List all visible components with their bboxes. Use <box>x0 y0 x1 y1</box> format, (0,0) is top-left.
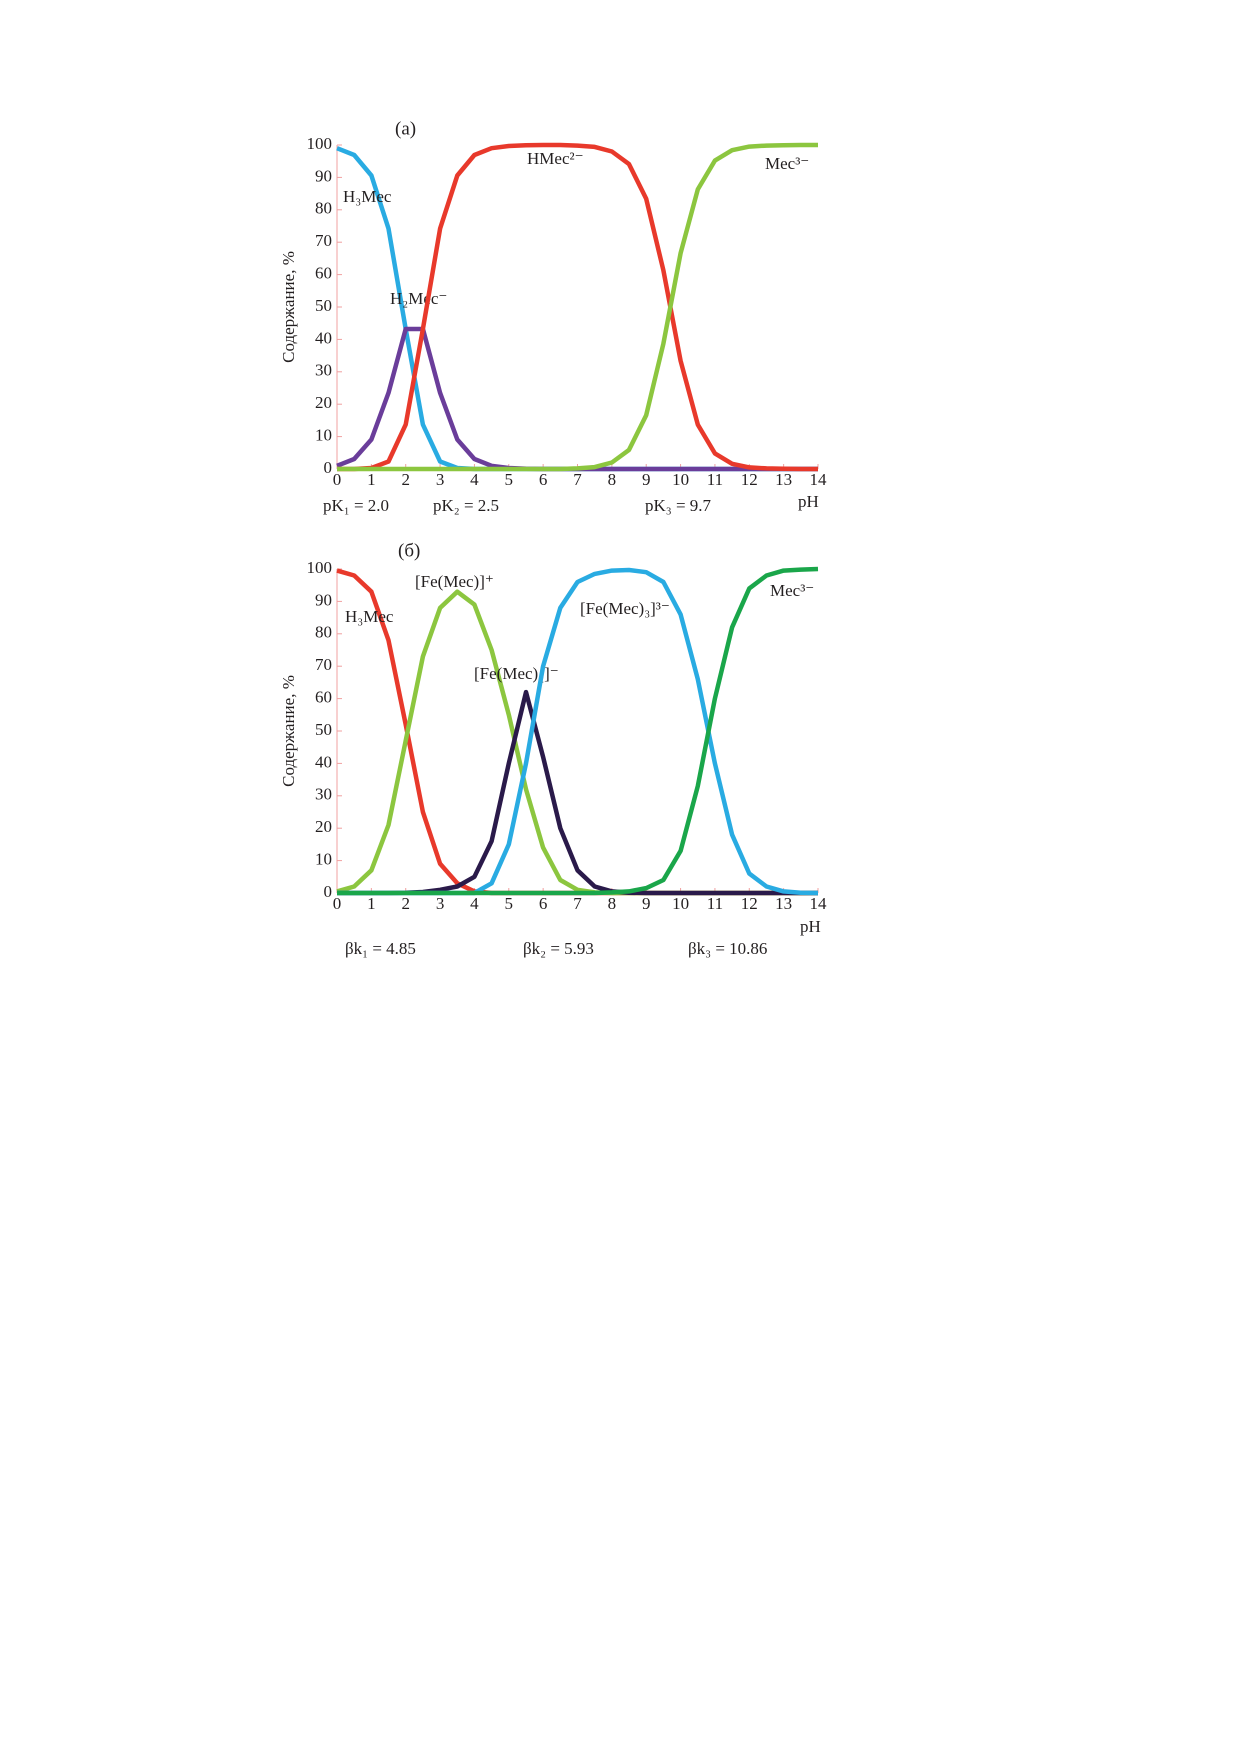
series-label: H₂Mec⁻ <box>390 289 447 308</box>
y-tick-label: 60 <box>315 264 332 283</box>
panel-label: (б) <box>398 540 420 561</box>
x-tick-label: 2 <box>401 894 410 913</box>
y-tick-label: 50 <box>315 720 332 739</box>
x-tick-label: 13 <box>775 470 792 489</box>
x-tick-label: 6 <box>539 470 548 489</box>
series-label: [Fe(Mec)₃]³⁻ <box>580 599 670 618</box>
x-tick-label: 5 <box>505 894 514 913</box>
annotation: pK₂ = 2.5 <box>433 496 499 515</box>
y-tick-label: 90 <box>315 590 332 609</box>
x-axis-label: pH <box>798 492 819 511</box>
x-tick-label: 14 <box>810 470 828 489</box>
annotation: βk₁ = 4.85 <box>345 939 416 958</box>
x-tick-label: 1 <box>367 894 376 913</box>
y-tick-label: 70 <box>315 231 332 250</box>
x-tick-label: 8 <box>608 470 617 489</box>
y-axis-label: Содержание, % <box>279 251 298 363</box>
y-tick-label: 80 <box>315 199 332 218</box>
series-label: Mec³⁻ <box>770 581 814 600</box>
series-line <box>337 142 818 472</box>
x-tick-label: 11 <box>707 470 723 489</box>
x-tick-label: 1 <box>367 470 376 489</box>
x-tick-label: 5 <box>505 470 514 489</box>
y-tick-label: 10 <box>315 850 332 869</box>
x-tick-label: 10 <box>672 894 689 913</box>
y-tick-label: 90 <box>315 166 332 185</box>
y-tick-label: 0 <box>324 458 333 477</box>
annotation: pK₃ = 9.7 <box>645 496 712 515</box>
x-tick-label: 6 <box>539 894 548 913</box>
series-label: H₃Mec <box>345 607 394 626</box>
x-tick-label: 4 <box>470 894 479 913</box>
x-tick-label: 3 <box>436 894 445 913</box>
x-axis-label: pH <box>800 917 821 936</box>
y-tick-label: 70 <box>315 655 332 674</box>
y-tick-label: 100 <box>307 558 333 577</box>
y-tick-label: 0 <box>324 882 333 901</box>
x-tick-label: 11 <box>707 894 723 913</box>
x-tick-label: 10 <box>672 470 689 489</box>
x-tick-label: 7 <box>573 894 582 913</box>
x-tick-label: 4 <box>470 470 479 489</box>
x-tick-label: 3 <box>436 470 445 489</box>
series-label: HMec²⁻ <box>527 149 584 168</box>
y-tick-label: 100 <box>307 134 333 153</box>
x-tick-label: 0 <box>333 894 342 913</box>
x-tick-label: 9 <box>642 470 651 489</box>
y-axis-label: Содержание, % <box>279 675 298 787</box>
x-tick-label: 0 <box>333 470 342 489</box>
annotation: βk₃ = 10.86 <box>688 939 767 958</box>
x-tick-label: 14 <box>810 894 828 913</box>
x-tick-label: 9 <box>642 894 651 913</box>
panel-label: (а) <box>395 118 416 139</box>
x-tick-label: 8 <box>608 894 617 913</box>
series-line <box>337 566 819 896</box>
y-tick-label: 40 <box>315 752 332 771</box>
y-tick-label: 60 <box>315 688 332 707</box>
y-tick-label: 20 <box>315 817 332 836</box>
series-line <box>337 142 818 472</box>
x-tick-label: 12 <box>741 470 758 489</box>
y-tick-label: 30 <box>315 785 332 804</box>
y-tick-label: 40 <box>315 328 332 347</box>
annotation: βk₂ = 5.93 <box>523 939 594 958</box>
series-line <box>336 146 818 472</box>
y-tick-label: 10 <box>315 426 332 445</box>
x-tick-label: 12 <box>741 894 758 913</box>
y-tick-label: 50 <box>315 296 332 315</box>
annotation: pK₁ = 2.0 <box>323 496 389 515</box>
y-tick-label: 30 <box>315 361 332 380</box>
y-tick-label: 20 <box>315 393 332 412</box>
series-label: H₃Mec <box>343 187 392 206</box>
x-tick-label: 13 <box>775 894 792 913</box>
x-tick-label: 7 <box>573 470 582 489</box>
x-tick-label: 2 <box>401 470 410 489</box>
y-tick-label: 80 <box>315 623 332 642</box>
series-label: Mec³⁻ <box>765 154 809 173</box>
series-label: [Fe(Mec)₂]⁻ <box>474 664 559 683</box>
series-label: [Fe(Mec)]⁺ <box>415 572 494 591</box>
